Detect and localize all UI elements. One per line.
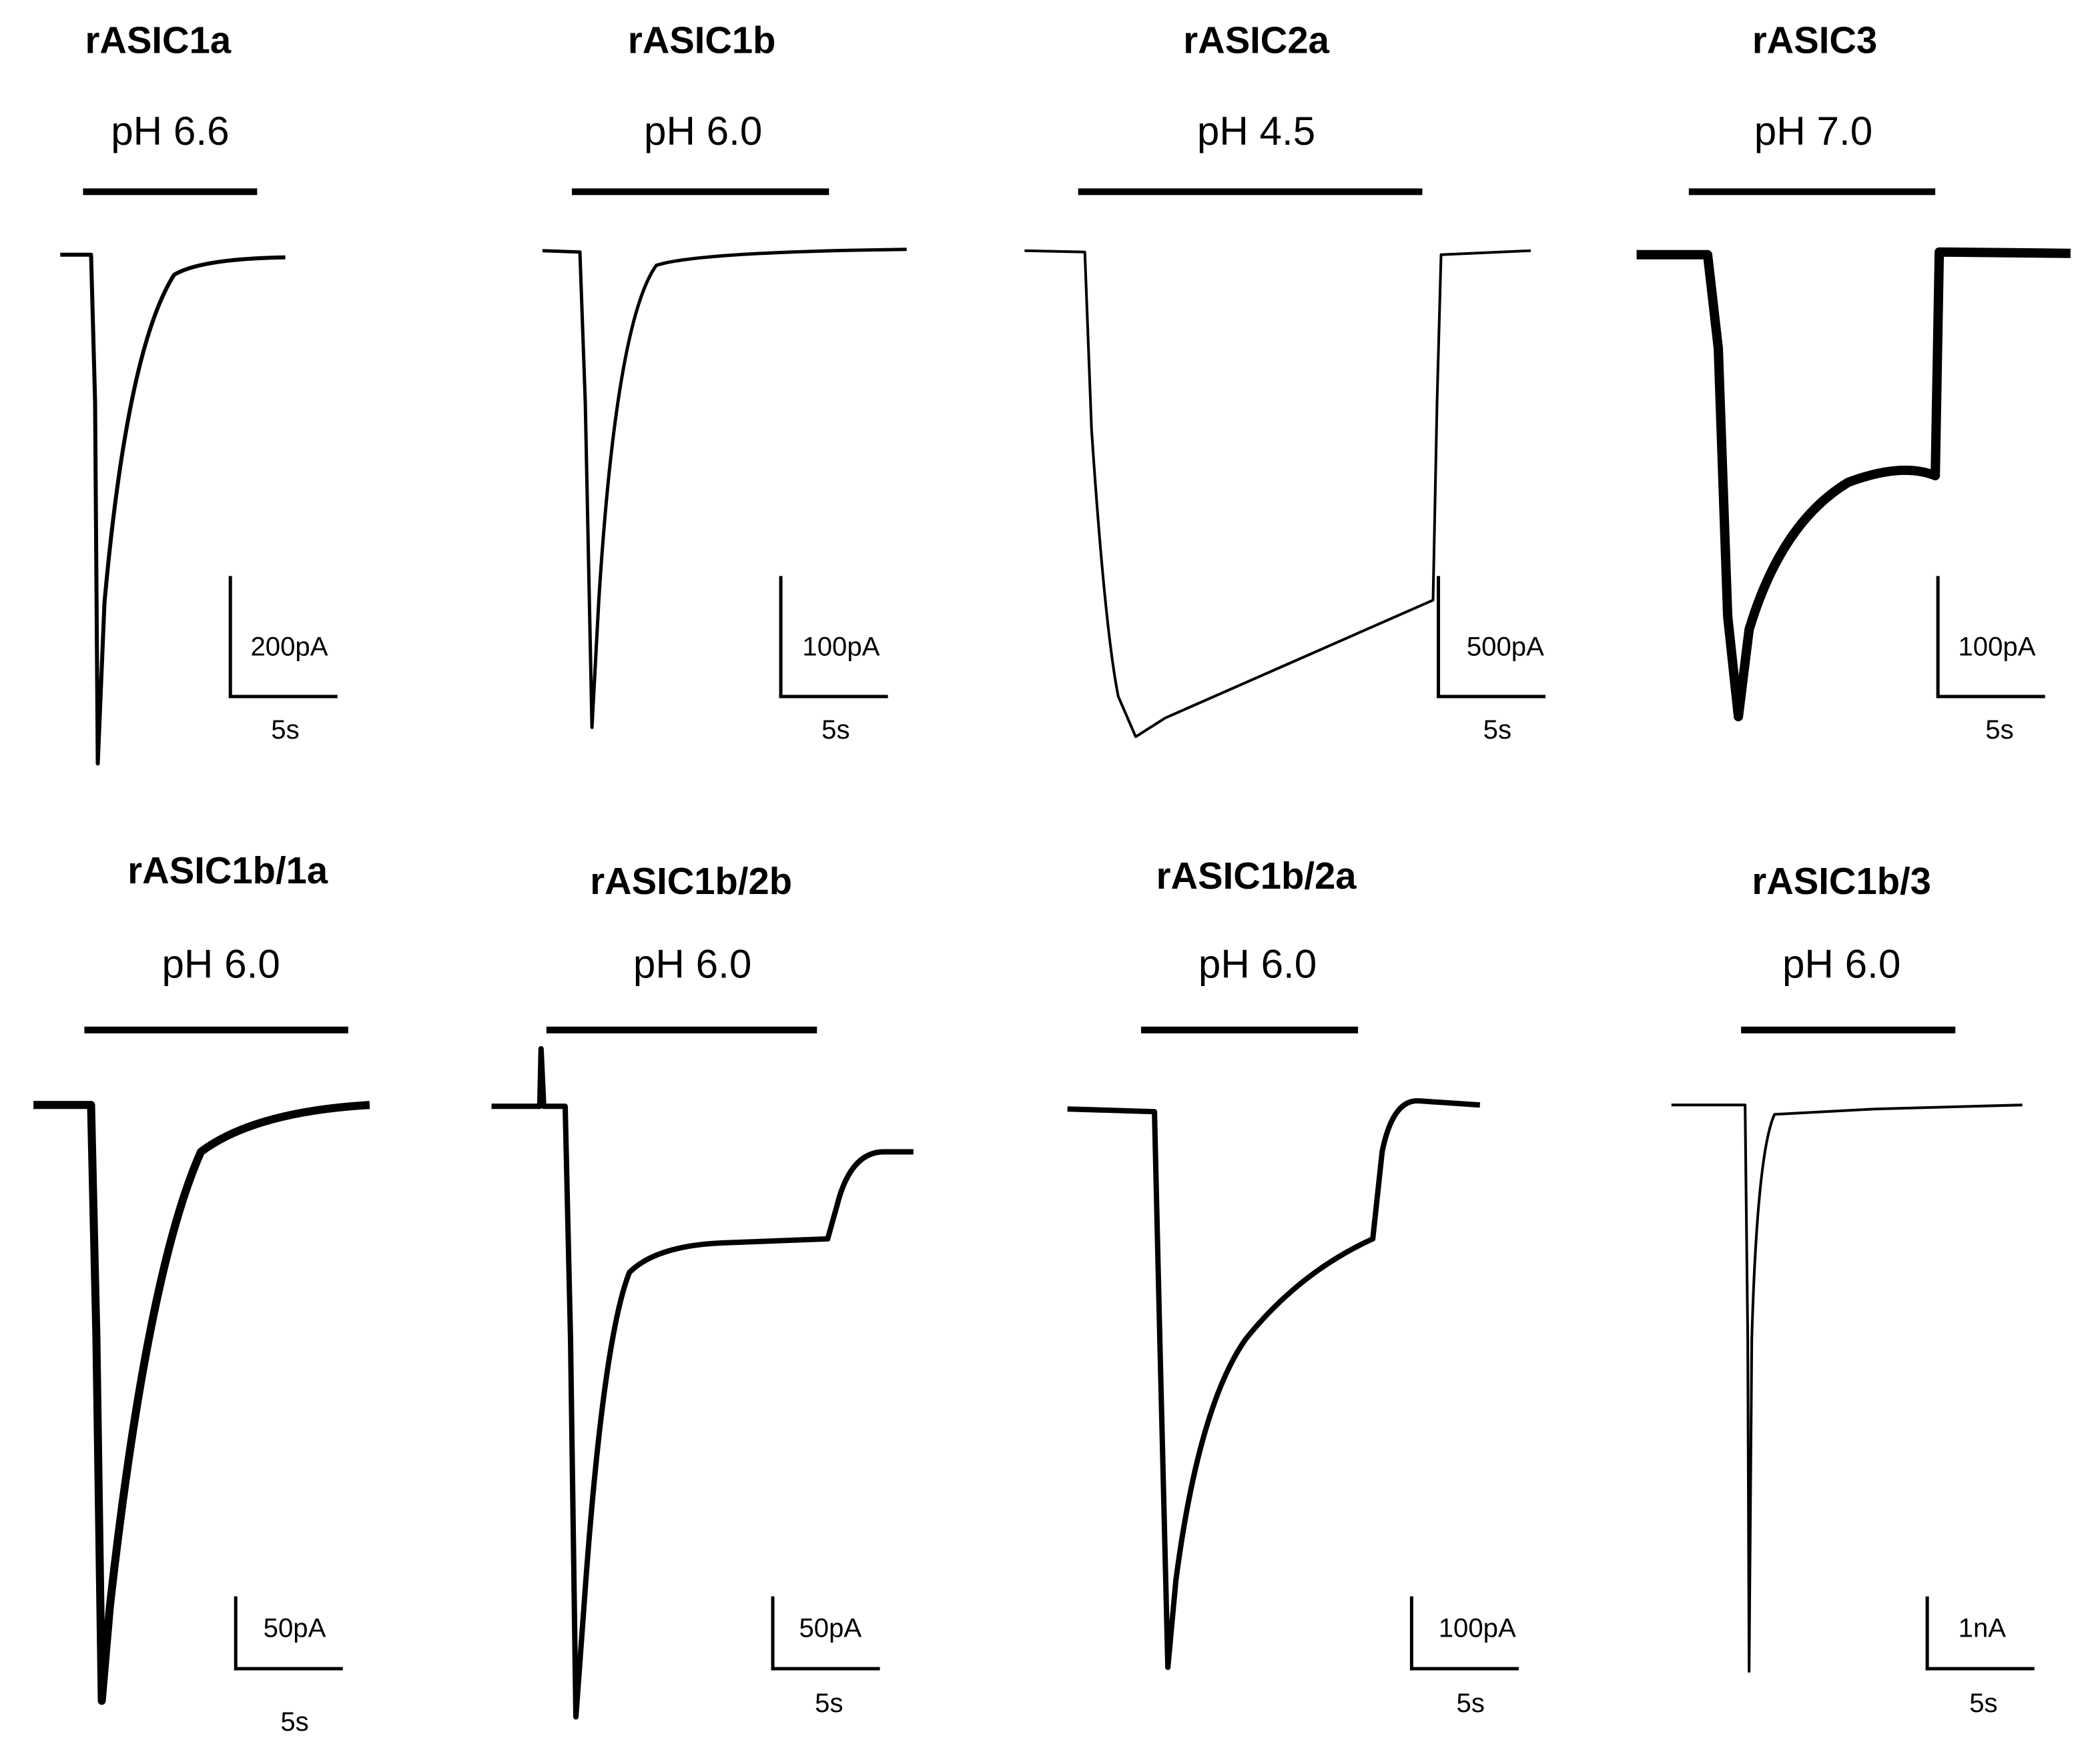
panel-title: rASIC1b/2b (590, 860, 792, 902)
current-trace (33, 1101, 370, 1705)
panel-title: rASIC3 (1752, 19, 1877, 61)
current-scale-label: 100pA (802, 631, 880, 661)
panel-title: rASIC1a (85, 19, 232, 61)
current-trace (1024, 249, 1531, 739)
current-scale-label: 200pA (250, 631, 328, 661)
panel-title: rASIC1b/2a (1156, 855, 1357, 897)
scale-bar (228, 576, 338, 699)
stimulus-label: pH 6.0 (633, 941, 751, 986)
stimulus-label: pH 6.0 (644, 108, 762, 153)
time-scale-label: 5s (1969, 1688, 1997, 1718)
current-scale-label: 1nA (1959, 1613, 2007, 1643)
time-scale-label: 5s (1985, 715, 2013, 745)
time-scale-label: 5s (1483, 715, 1511, 745)
stimulus-label: pH 6.0 (1782, 941, 1900, 986)
time-scale-label: 5s (815, 1688, 843, 1718)
scale-bar (234, 1596, 343, 1671)
panel-title: rASIC1b/1a (127, 849, 328, 891)
current-scale-label: 50pA (799, 1613, 861, 1643)
scale-bar (1925, 1596, 2035, 1671)
panel-title: rASIC2a (1183, 19, 1329, 61)
time-scale-label: 5s (271, 715, 299, 745)
scale-bar (1409, 1596, 1519, 1671)
current-scale-label: 500pA (1467, 631, 1544, 661)
current-scale-label: 50pA (264, 1613, 326, 1643)
stimulus-label: pH 6.0 (1198, 941, 1317, 986)
current-scale-label: 100pA (1958, 631, 2035, 661)
scale-bar (771, 1596, 880, 1671)
time-scale-label: 5s (821, 715, 849, 745)
current-trace (1636, 247, 2071, 722)
current-trace (542, 248, 907, 729)
stimulus-label: pH 7.0 (1754, 108, 1872, 153)
panel-title: rASIC1b/3 (1752, 860, 1931, 902)
current-trace (1671, 1104, 2023, 1673)
scale-bar (1437, 576, 1546, 699)
time-scale-label: 5s (1457, 1688, 1485, 1718)
time-scale-label: 5s (280, 1707, 308, 1737)
current-trace (1067, 1098, 1481, 1671)
stimulus-label: pH 4.5 (1197, 108, 1315, 153)
stimulus-label: pH 6.0 (161, 941, 280, 986)
panel-title: rASIC1b (628, 19, 776, 61)
current-trace (491, 1045, 914, 1720)
current-scale-label: 100pA (1439, 1613, 1516, 1643)
stimulus-label: pH 6.6 (111, 108, 229, 153)
scale-bar (779, 576, 888, 699)
current-trace (60, 252, 286, 766)
scale-bar (1936, 576, 2045, 699)
